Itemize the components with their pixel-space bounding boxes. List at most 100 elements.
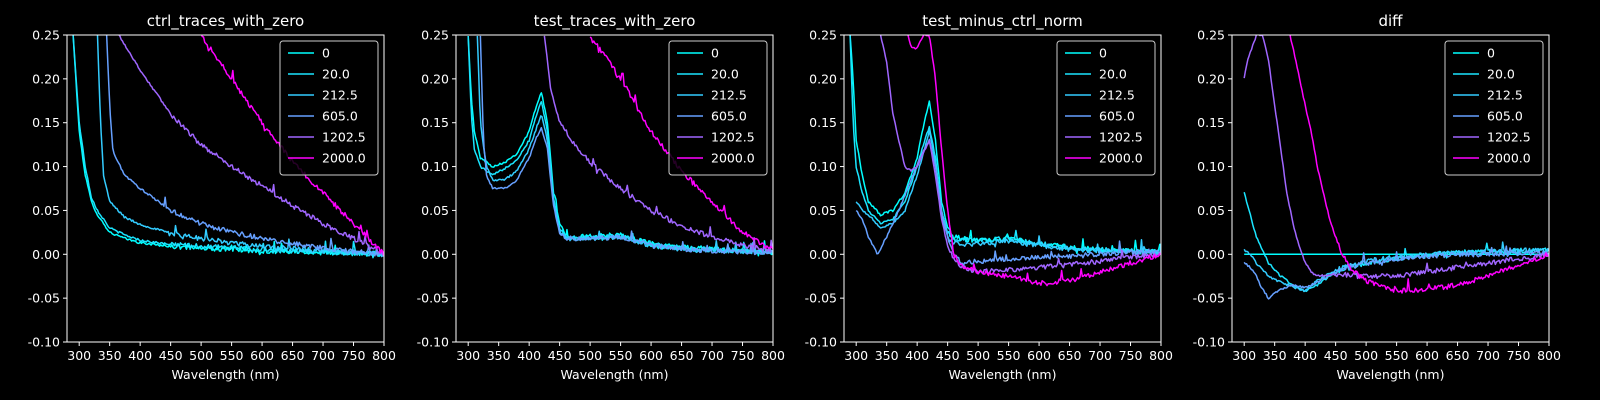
legend-entry: 0	[322, 46, 330, 61]
y-tick-label: 0.00	[1197, 247, 1225, 262]
series-line-212-5	[855, 129, 1161, 256]
x-tick-label: 700	[1476, 348, 1500, 363]
x-axis-label: Wavelength (nm)	[172, 367, 280, 382]
x-tick-label: 700	[700, 348, 724, 363]
x-axis-label: Wavelength (nm)	[561, 367, 669, 382]
series-group	[1243, 35, 1549, 300]
series-line-0	[467, 35, 773, 257]
x-tick-label: 550	[220, 348, 244, 363]
x-tick-label: 350	[487, 348, 511, 363]
y-tick-label: 0.20	[809, 71, 837, 86]
series-line-1202-5	[879, 35, 1161, 275]
y-tick-label: 0.20	[32, 71, 60, 86]
x-tick-label: 800	[761, 348, 785, 363]
chart-title: test_minus_ctrl_norm	[922, 12, 1083, 31]
series-line-2000-0	[1289, 35, 1549, 294]
legend: 0 20.0 212.5 605.0 1202.5 2000.0	[668, 40, 768, 176]
x-tick-label: 550	[1385, 348, 1409, 363]
x-tick-label: 600	[1027, 348, 1051, 363]
x-tick-label: 450	[936, 348, 960, 363]
x-tick-label: 650	[1446, 348, 1470, 363]
y-tick-label: -0.05	[28, 291, 60, 306]
legend: 0 20.0 212.5 605.0 1202.5 2000.0	[279, 40, 379, 176]
x-tick-label: 600	[639, 348, 663, 363]
x-tick-label: 350	[98, 348, 122, 363]
x-tick-label: 800	[1149, 348, 1173, 363]
x-tick-label: 300	[67, 348, 91, 363]
legend: 0 20.0 212.5 605.0 1202.5 2000.0	[1056, 40, 1156, 176]
series-group	[849, 35, 1161, 287]
chart-panel-1: ctrl_traces_with_zero 300 350 400 450 500 550 6…	[28, 12, 396, 382]
legend-entry: 1202.5	[711, 130, 755, 145]
legend-entry: 20.0	[1099, 67, 1127, 82]
series-line-212-5	[96, 35, 384, 258]
series-line-20-0	[849, 35, 1161, 255]
x-tick-label: 650	[1058, 348, 1082, 363]
series-line-20-0	[72, 35, 384, 259]
series-line-1202-5	[118, 35, 384, 256]
plot-frame	[66, 34, 385, 343]
x-tick-label: 300	[844, 348, 868, 363]
legend-entry: 2000.0	[322, 151, 366, 166]
legend-entry: 212.5	[322, 88, 358, 103]
x-tick-label: 600	[250, 348, 274, 363]
series-group	[72, 35, 384, 259]
legend-entry: 1202.5	[1099, 130, 1143, 145]
x-tick-label: 500	[966, 348, 990, 363]
x-tick-label: 800	[1537, 348, 1561, 363]
y-tick-label: -0.05	[417, 291, 449, 306]
x-tick-label: 400	[905, 348, 929, 363]
y-tick-label: 0.05	[32, 203, 60, 218]
legend-entry: 2000.0	[1099, 151, 1143, 166]
legend-entry: 212.5	[1487, 88, 1523, 103]
x-tick-label: 500	[1354, 348, 1378, 363]
x-tick-label: 500	[578, 348, 602, 363]
y-tick-label: 0.10	[1197, 159, 1225, 174]
series-line-2000-0	[907, 35, 1161, 287]
y-tick-label: -0.10	[28, 335, 60, 350]
panels: ctrl_traces_with_zero 300 350 400 450 500 550 6…	[28, 12, 1561, 382]
legend-entry: 0	[711, 46, 719, 61]
x-tick-label: 450	[1324, 348, 1348, 363]
y-tick-label: 0.00	[32, 247, 60, 262]
legend-entry: 212.5	[711, 88, 747, 103]
x-tick-label: 300	[1232, 348, 1256, 363]
series-group	[467, 35, 773, 257]
x-tick-label: 650	[670, 348, 694, 363]
x-tick-label: 450	[548, 348, 572, 363]
x-tick-label: 400	[1293, 348, 1317, 363]
y-tick-label: 0.25	[809, 28, 837, 43]
x-tick-label: 350	[1263, 348, 1287, 363]
plot-frame	[843, 34, 1162, 343]
legend-entry: 0	[1099, 46, 1107, 61]
x-tick-label: 600	[1415, 348, 1439, 363]
y-tick-label: 0.00	[421, 247, 449, 262]
y-tick-label: 0.25	[1197, 28, 1225, 43]
x-axis-label: Wavelength (nm)	[949, 367, 1057, 382]
x-tick-label: 700	[311, 348, 335, 363]
legend-entry: 212.5	[1099, 88, 1135, 103]
legend-entry: 1202.5	[322, 130, 366, 145]
series-line-605-0	[1243, 245, 1549, 300]
series-line-1202-5	[543, 35, 773, 253]
x-tick-label: 400	[128, 348, 152, 363]
chart-panel-4: diff 300 350 400 450 500 550 600 650 700 750 800 -0.…	[1193, 12, 1561, 382]
y-tick-label: 0.20	[1197, 71, 1225, 86]
chart-title: diff	[1378, 12, 1403, 30]
legend-entry: 20.0	[1487, 67, 1515, 82]
y-tick-label: 0.15	[421, 115, 449, 130]
y-tick-label: 0.25	[421, 28, 449, 43]
x-tick-label: 450	[159, 348, 183, 363]
chart-panel-2: test_traces_with_zero 300 350 400 450 500 550 6…	[417, 12, 785, 382]
x-tick-label: 400	[517, 348, 541, 363]
y-tick-label: 0.05	[1197, 203, 1225, 218]
x-tick-label: 650	[281, 348, 305, 363]
y-tick-label: -0.10	[417, 335, 449, 350]
y-tick-label: -0.05	[805, 291, 837, 306]
chart-title: test_traces_with_zero	[534, 12, 696, 31]
y-tick-label: 0.15	[1197, 115, 1225, 130]
x-tick-label: 550	[997, 348, 1021, 363]
x-tick-label: 750	[1119, 348, 1143, 363]
x-tick-label: 700	[1088, 348, 1112, 363]
